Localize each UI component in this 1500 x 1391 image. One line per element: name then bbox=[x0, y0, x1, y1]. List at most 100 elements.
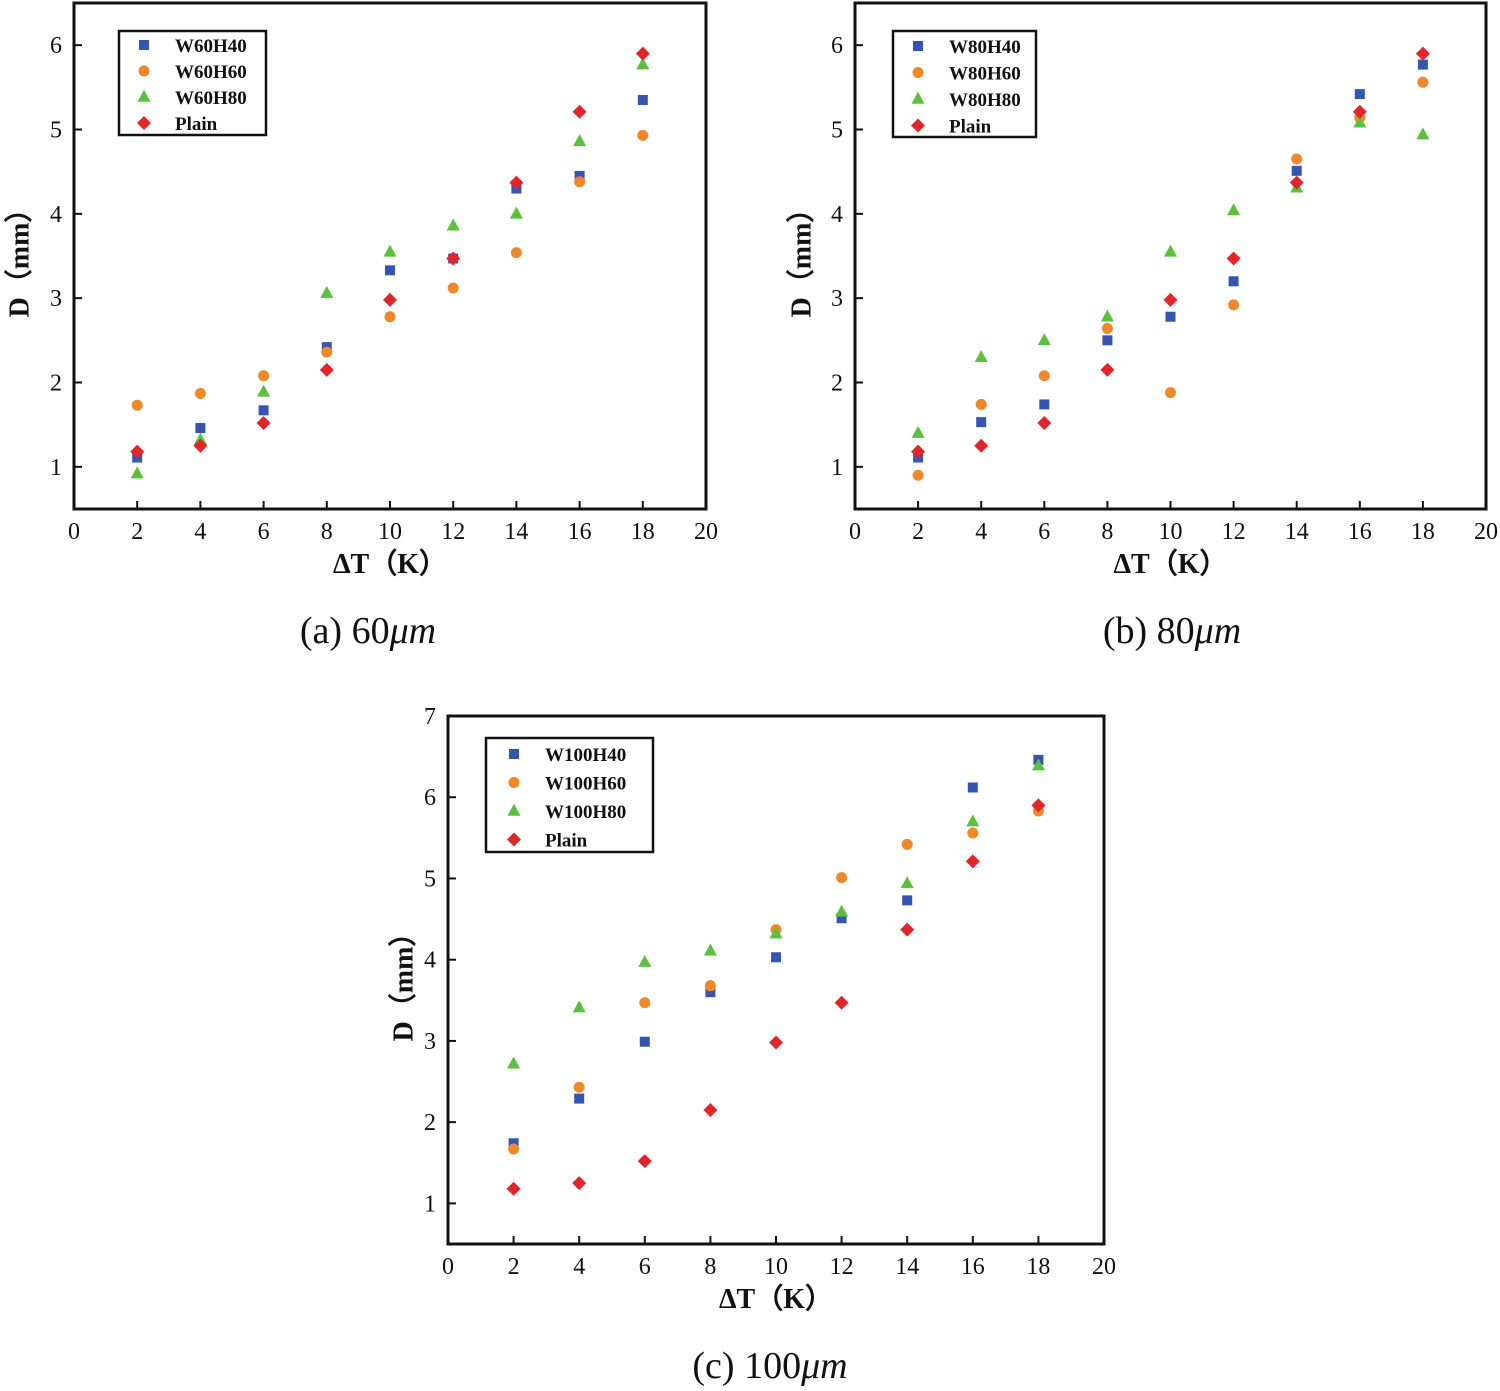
data-point-diamond bbox=[1352, 104, 1367, 119]
x-tick-label: 14 bbox=[895, 1254, 919, 1280]
data-point-square bbox=[967, 782, 978, 793]
legend-label: W80H80 bbox=[949, 90, 1021, 111]
legend-marker-circle bbox=[508, 777, 520, 788]
data-point-square bbox=[639, 1036, 650, 1047]
data-point-diamond bbox=[703, 1102, 718, 1117]
y-axis-label: D（mm） bbox=[784, 195, 817, 318]
data-point-triangle bbox=[703, 943, 717, 956]
legend-label: W80H40 bbox=[949, 37, 1021, 58]
data-point-triangle bbox=[573, 134, 587, 147]
data-point-triangle bbox=[974, 350, 988, 362]
chart-panel-1: 0 2 4 6 8 10 12 14 16 18 20123456ΔT（K）D（mm）W60H40W… bbox=[2, 1, 718, 652]
data-point-circle bbox=[901, 838, 913, 850]
data-point-diamond bbox=[974, 438, 989, 453]
data-point-diamond bbox=[446, 251, 461, 266]
chart-caption: (a) 60μm bbox=[300, 610, 436, 652]
data-point-circle bbox=[574, 176, 586, 188]
data-point-triangle bbox=[966, 814, 980, 827]
legend: W60H40 W60H60 W60H80 Plain bbox=[117, 29, 268, 137]
legend-label: W100H60 bbox=[545, 774, 626, 795]
data-point-triangle bbox=[835, 904, 849, 917]
data-point-diamond bbox=[193, 438, 208, 453]
data-point-diamond bbox=[506, 1181, 521, 1196]
legend-label: W60H40 bbox=[175, 36, 247, 57]
chart-caption: (c) 100μm bbox=[692, 1345, 847, 1386]
data-point-square bbox=[705, 987, 716, 998]
y-tick-label: 2 bbox=[424, 1110, 436, 1136]
data-point-circle bbox=[384, 311, 396, 323]
data-point-square bbox=[508, 1138, 519, 1149]
data-point-triangle bbox=[1100, 309, 1114, 322]
data-point-diamond bbox=[635, 46, 650, 61]
data-point-diamond bbox=[1289, 175, 1304, 190]
chart-caption: (b) 80μm bbox=[1103, 610, 1241, 652]
y-tick-label: 6 bbox=[424, 785, 436, 811]
x-tick-label: 16 bbox=[568, 519, 592, 545]
legend-marker-square bbox=[509, 749, 519, 759]
legend-label: Plain bbox=[175, 114, 218, 135]
data-point-square bbox=[385, 265, 395, 276]
data-point-square bbox=[1039, 399, 1050, 410]
data-point-circle bbox=[967, 827, 979, 839]
data-point-circle bbox=[836, 872, 848, 884]
legend: W80H40 W80H60 W80H80 Plain bbox=[891, 29, 1038, 139]
data-point-circle bbox=[321, 346, 333, 358]
data-point-circle bbox=[1228, 299, 1240, 311]
y-tick-label: 1 bbox=[424, 1191, 436, 1217]
data-point-diamond bbox=[637, 1154, 652, 1169]
chart-panel-3: 0 2 4 6 8 10 12 14 16 18 201234567ΔT（K）D（mm）W100H4… bbox=[386, 704, 1116, 1387]
legend-marker-circle bbox=[138, 65, 150, 77]
data-point-triangle bbox=[769, 926, 783, 939]
y-tick-label: 5 bbox=[831, 118, 843, 144]
x-tick-label: 20 bbox=[694, 519, 718, 545]
data-point-triangle bbox=[130, 466, 144, 479]
data-point-circle bbox=[1417, 76, 1429, 88]
legend-marker-square bbox=[913, 41, 923, 51]
legend-marker-circle bbox=[912, 67, 924, 78]
x-tick-label: 0 bbox=[849, 519, 861, 545]
legend-label: W80H60 bbox=[949, 64, 1021, 85]
data-point-diamond bbox=[1226, 251, 1241, 266]
data-point-triangle bbox=[1416, 127, 1430, 140]
data-point-triangle bbox=[446, 218, 460, 231]
data-point-square bbox=[1228, 276, 1239, 287]
data-point-circle bbox=[704, 980, 716, 992]
data-point-square bbox=[902, 895, 913, 906]
x-tick-label: 16 bbox=[961, 1254, 985, 1280]
x-tick-label: 10 bbox=[378, 519, 402, 545]
x-tick-label: 6 bbox=[258, 519, 270, 545]
y-axis-label: D（mm） bbox=[2, 195, 35, 318]
y-tick-label: 1 bbox=[50, 455, 62, 481]
y-tick-label: 6 bbox=[50, 33, 62, 59]
data-point-diamond bbox=[383, 292, 397, 307]
data-point-triangle bbox=[572, 1000, 586, 1013]
x-tick-label: 8 bbox=[321, 519, 333, 545]
data-point-triangle bbox=[193, 432, 207, 445]
legend-label: Plain bbox=[545, 831, 588, 852]
x-tick-label: 16 bbox=[1348, 519, 1372, 545]
data-point-square bbox=[1417, 59, 1428, 70]
data-point-diamond bbox=[900, 922, 915, 937]
legend: W100H40 W100H60 W100H80 Plain bbox=[484, 736, 655, 854]
data-point-square bbox=[1102, 335, 1113, 346]
data-point-circle bbox=[573, 1081, 585, 1093]
legend-marker-square bbox=[139, 40, 149, 50]
x-tick-label: 4 bbox=[194, 519, 206, 545]
data-point-triangle bbox=[638, 954, 652, 967]
y-tick-label: 3 bbox=[831, 286, 843, 312]
chart-panel-2: 0 2 4 6 8 10 12 14 16 18 20123456ΔT（K）D（mm）W80H40W… bbox=[784, 1, 1498, 652]
legend-marker-triangle bbox=[507, 803, 521, 816]
data-point-circle bbox=[637, 129, 649, 141]
x-axis-label: ΔT（K） bbox=[719, 1282, 833, 1315]
x-tick-label: 6 bbox=[1038, 519, 1050, 545]
x-tick-label: 12 bbox=[441, 519, 465, 545]
x-tick-label: 14 bbox=[504, 519, 528, 545]
x-tick-label: 8 bbox=[704, 1254, 716, 1280]
data-point-diamond bbox=[965, 854, 980, 869]
x-tick-label: 6 bbox=[639, 1254, 651, 1280]
data-point-triangle bbox=[1164, 244, 1177, 257]
data-point-triangle bbox=[509, 206, 523, 219]
data-point-square bbox=[836, 913, 847, 924]
data-point-square bbox=[976, 417, 987, 428]
y-tick-label: 5 bbox=[424, 866, 436, 892]
